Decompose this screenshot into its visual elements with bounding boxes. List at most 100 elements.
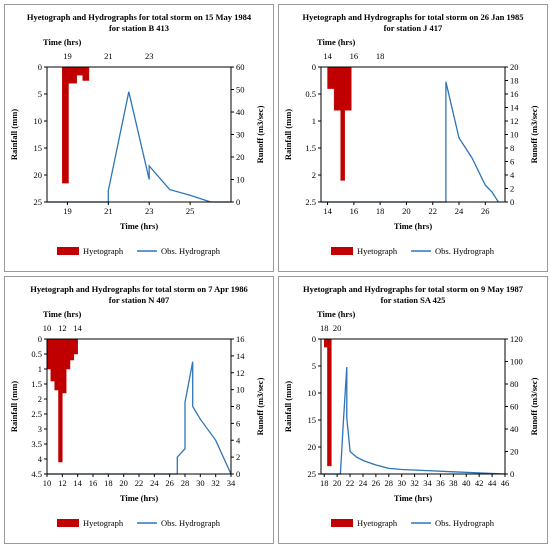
bottom-tick-label: 10 — [43, 478, 52, 488]
hyetograph-bar — [58, 338, 63, 463]
bottom-tick-label: 23 — [145, 206, 154, 216]
left-tick-label: 0.5 — [305, 89, 316, 99]
bottom-tick-label: 40 — [462, 478, 471, 488]
bottom-tick-label: 18 — [320, 478, 329, 488]
bottom-tick-label: 28 — [181, 478, 190, 488]
chart-title: Hyetograph and Hydrographs for total sto… — [303, 284, 524, 294]
chart-title: Hyetograph and Hydrographs for total sto… — [30, 284, 247, 294]
bottom-tick-label: 20 — [333, 478, 342, 488]
right-tick-label: 16 — [510, 89, 519, 99]
right-tick-label: 14 — [510, 103, 519, 113]
legend-hyetograph-label: Hyetograph — [83, 518, 124, 528]
bottom-tick-label: 16 — [350, 206, 359, 216]
right-tick-label: 2 — [236, 452, 240, 462]
legend-hyetograph-label: Hyetograph — [357, 518, 398, 528]
left-tick-label: 20 — [308, 442, 317, 452]
top-tick-label: 21 — [104, 51, 113, 61]
bottom-tick-label: 20 — [119, 478, 128, 488]
right-tick-label: 100 — [510, 357, 523, 367]
bottom-tick-label: 46 — [501, 478, 510, 488]
left-tick-label: 3 — [38, 424, 42, 434]
right-tick-label: 8 — [236, 402, 240, 412]
left-tick-label: 2.5 — [305, 197, 316, 207]
bottom-tick-label: 14 — [73, 478, 82, 488]
legend-hydrograph-label: Obs. Hydrograph — [435, 518, 495, 528]
hyetograph-bar — [333, 66, 341, 111]
chart-svg-4: Hyetograph and Hydrographs for total sto… — [283, 284, 539, 528]
right-tick-label: 20 — [510, 447, 519, 457]
hyetograph-bar — [327, 66, 335, 89]
right-tick-label: 12 — [510, 116, 519, 126]
right-tick-label: 6 — [236, 418, 240, 428]
bottom-tick-label: 30 — [196, 478, 205, 488]
bottom-tick-label: 26 — [165, 478, 174, 488]
right-tick-label: 10 — [510, 130, 519, 140]
hyetograph-bar — [73, 338, 78, 355]
left-tick-label: 2 — [312, 170, 316, 180]
legend-hyetograph-swatch — [331, 247, 353, 255]
chart-subtitle: for station SA 425 — [381, 295, 446, 305]
right-tick-label: 20 — [236, 152, 245, 162]
right-tick-label: 16 — [236, 334, 245, 344]
top-tick-label: 19 — [63, 51, 72, 61]
left-tick-label: 0 — [38, 334, 42, 344]
bottom-tick-label: 18 — [376, 206, 385, 216]
right-tick-label: 10 — [236, 175, 245, 185]
bottom-tick-label: 19 — [63, 206, 72, 216]
chart-panel-4: Hyetograph and Hydrographs for total sto… — [278, 276, 548, 544]
right-axis-label: Runoff (m3/sec) — [255, 377, 265, 435]
left-tick-label: 3.5 — [31, 439, 42, 449]
chart-panel-2: Hyetograph and Hydrographs for total sto… — [278, 4, 548, 272]
left-axis-label: Rainfall (mm) — [9, 381, 19, 432]
chart-subtitle: for station J 417 — [384, 23, 443, 33]
bottom-tick-label: 22 — [346, 478, 355, 488]
hyetograph-bar — [54, 338, 59, 391]
hyetograph-bar — [82, 66, 90, 81]
bottom-tick-label: 20 — [402, 206, 411, 216]
bottom-tick-label: 44 — [488, 478, 497, 488]
right-tick-label: 60 — [510, 402, 519, 412]
bottom-tick-label: 21 — [104, 206, 113, 216]
bottom-tick-label: 26 — [372, 478, 381, 488]
left-tick-label: 0.5 — [31, 349, 42, 359]
top-axis-label: Time (hrs) — [43, 37, 81, 47]
bottom-tick-label: 34 — [227, 478, 236, 488]
top-axis-label: Time (hrs) — [317, 309, 355, 319]
top-tick-label: 18 — [376, 51, 385, 61]
hyetograph-bar — [327, 338, 332, 467]
hyetograph-bar — [50, 338, 55, 382]
left-axis-label: Rainfall (mm) — [283, 381, 293, 432]
top-axis-label: Time (hrs) — [43, 309, 81, 319]
right-tick-label: 8 — [510, 143, 514, 153]
bottom-tick-label: 14 — [323, 206, 332, 216]
left-tick-label: 10 — [308, 388, 317, 398]
legend-hyetograph-label: Hyetograph — [357, 246, 398, 256]
left-tick-label: 5 — [38, 89, 42, 99]
left-tick-label: 0 — [312, 62, 316, 72]
left-tick-label: 10 — [34, 116, 43, 126]
legend-hydrograph-label: Obs. Hydrograph — [435, 246, 495, 256]
right-axis-label: Runoff (m3/sec) — [529, 105, 539, 163]
bottom-tick-label: 18 — [104, 478, 113, 488]
left-tick-label: 15 — [34, 143, 43, 153]
top-tick-label: 23 — [145, 51, 154, 61]
left-tick-label: 5 — [312, 361, 316, 371]
left-tick-label: 4.5 — [31, 469, 42, 479]
chart-title: Hyetograph and Hydrographs for total sto… — [27, 12, 252, 22]
right-axis-label: Runoff (m3/sec) — [529, 377, 539, 435]
right-tick-label: 18 — [510, 76, 519, 86]
legend-hyetograph-swatch — [57, 247, 79, 255]
hyetograph-bar — [323, 338, 328, 348]
hydrograph-line — [321, 367, 506, 475]
bottom-tick-label: 32 — [410, 478, 419, 488]
bottom-tick-label: 24 — [455, 206, 464, 216]
hyetograph-bar — [62, 66, 69, 184]
right-tick-label: 2 — [510, 184, 514, 194]
left-tick-label: 2.5 — [31, 409, 42, 419]
legend-hyetograph-swatch — [57, 519, 79, 527]
left-tick-label: 1.5 — [305, 143, 316, 153]
hyetograph-bar — [46, 338, 52, 370]
right-tick-label: 40 — [510, 424, 519, 434]
right-tick-label: 80 — [510, 379, 519, 389]
hyetograph-bar — [344, 66, 352, 111]
